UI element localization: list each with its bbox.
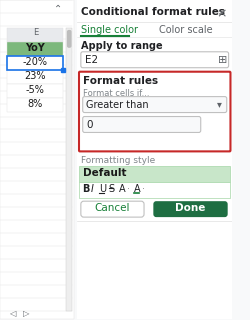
Text: Conditional format rules: Conditional format rules <box>81 7 225 17</box>
Text: U: U <box>100 184 106 194</box>
FancyBboxPatch shape <box>81 201 144 217</box>
FancyBboxPatch shape <box>79 72 231 151</box>
Text: 8%: 8% <box>28 99 43 108</box>
Text: ×: × <box>216 7 227 20</box>
Bar <box>8 28 63 42</box>
Text: Cancel: Cancel <box>95 203 130 213</box>
Bar <box>0 0 74 319</box>
FancyBboxPatch shape <box>153 201 228 217</box>
Text: B: B <box>82 184 89 194</box>
Text: Single color: Single color <box>81 25 138 35</box>
Text: YoY: YoY <box>26 43 45 53</box>
Text: -20%: -20% <box>23 57 48 67</box>
Text: A: A <box>119 184 126 194</box>
Text: E2: E2 <box>84 55 98 65</box>
Text: Greater than: Greater than <box>86 100 149 109</box>
Text: E: E <box>33 28 38 37</box>
Text: Done: Done <box>175 203 206 213</box>
Text: ▾: ▾ <box>217 100 222 109</box>
FancyBboxPatch shape <box>67 30 71 48</box>
Text: 0: 0 <box>86 119 93 130</box>
Bar <box>77 0 232 319</box>
FancyBboxPatch shape <box>83 97 227 113</box>
Bar <box>8 70 63 84</box>
Bar <box>8 98 63 112</box>
Bar <box>79 182 231 198</box>
Text: ·: · <box>127 184 130 194</box>
Text: ⊞: ⊞ <box>218 55 228 65</box>
Text: 23%: 23% <box>24 71 46 81</box>
Text: Formatting style: Formatting style <box>81 156 155 165</box>
Text: -5%: -5% <box>26 85 45 95</box>
Text: I: I <box>91 184 94 194</box>
Text: Color scale: Color scale <box>159 25 212 35</box>
Bar <box>8 56 63 70</box>
Text: ▷: ▷ <box>23 309 30 318</box>
Text: Default: Default <box>83 168 126 178</box>
Text: Apply to range: Apply to range <box>81 41 162 51</box>
Bar <box>66 28 72 311</box>
Text: ·: · <box>142 184 145 194</box>
Bar <box>79 166 231 182</box>
FancyBboxPatch shape <box>81 52 228 68</box>
Text: Format rules: Format rules <box>83 76 158 86</box>
Bar <box>8 84 63 98</box>
Bar <box>8 42 63 56</box>
Text: A: A <box>134 184 140 194</box>
Text: ⌃: ⌃ <box>54 4 62 14</box>
Text: S: S <box>109 184 115 194</box>
FancyBboxPatch shape <box>83 116 201 132</box>
Text: ◁: ◁ <box>9 309 16 318</box>
Text: Format cells if...: Format cells if... <box>83 89 149 98</box>
